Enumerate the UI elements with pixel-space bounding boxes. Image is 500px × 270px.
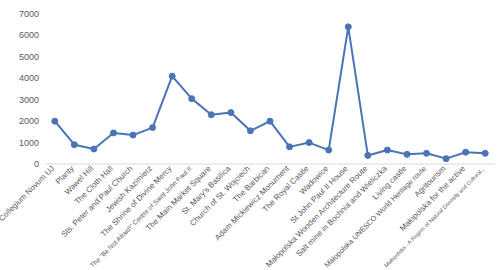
x-tick-label: The Shrine of Divine Mercy: [99, 164, 174, 239]
marker: [267, 118, 273, 124]
marker: [91, 146, 97, 152]
marker: [384, 147, 390, 153]
chart: 0 1000 2000 3000 4000 5000 6000 7000 Collegium N…: [0, 0, 500, 270]
marker: [169, 73, 175, 79]
marker: [71, 142, 77, 148]
tick-mark: [42, 121, 45, 122]
marker: [365, 152, 371, 158]
tick-mark: [42, 142, 45, 143]
marker: [247, 128, 253, 134]
x-tick-label: Małopolska Wooden Architecture Route: [264, 164, 370, 270]
tick-mark: [42, 56, 45, 57]
marker: [306, 140, 312, 146]
marker: [326, 147, 332, 153]
x-tick-label: The "Be Not Afraid!" Centre of Saint Joh…: [88, 165, 192, 269]
x-axis-line: [45, 164, 495, 165]
marker: [110, 130, 116, 136]
line: [55, 27, 485, 159]
marker: [463, 149, 469, 155]
tick-mark: [42, 35, 45, 36]
marker: [424, 150, 430, 156]
x-tick-label: Collegium Novum UJ: [0, 164, 56, 223]
tick-mark: [42, 164, 45, 165]
marker: [482, 150, 488, 156]
x-tick-label: Małopolska - A Region of Natural Diversi…: [383, 165, 486, 268]
y-tick-label: 0: [34, 159, 39, 169]
y-tick-label: 6000: [19, 30, 39, 40]
y-tick-label: 1000: [19, 138, 39, 148]
marker: [150, 125, 156, 131]
marker: [208, 112, 214, 118]
tick-mark: [42, 99, 45, 100]
tick-mark: [42, 78, 45, 79]
y-tick-label: 2000: [19, 116, 39, 126]
series: [52, 24, 488, 162]
marker: [130, 132, 136, 138]
x-tick-label: Adam Mickiewicz Monument: [213, 164, 292, 243]
marker: [228, 110, 234, 116]
marker: [189, 96, 195, 102]
marker: [443, 156, 449, 162]
marker: [52, 118, 58, 124]
marker: [404, 151, 410, 157]
tick-mark: [42, 14, 45, 15]
y-tick-label: 5000: [19, 52, 39, 62]
y-tick-label: 7000: [19, 9, 39, 19]
y-tick-label: 3000: [19, 95, 39, 105]
marker: [287, 144, 293, 150]
marker: [345, 24, 351, 30]
y-tick-label: 4000: [19, 73, 39, 83]
